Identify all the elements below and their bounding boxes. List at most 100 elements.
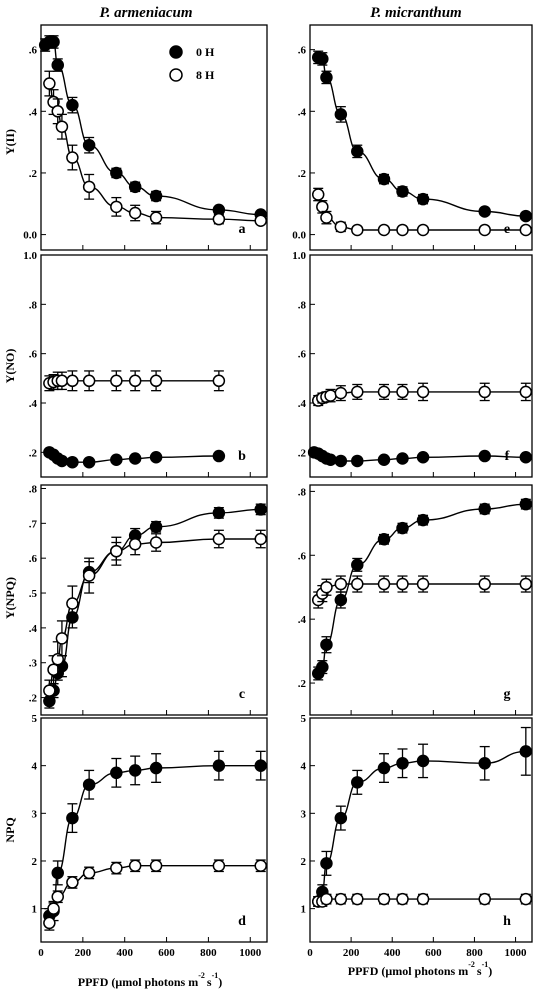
data-point-0h [396, 757, 409, 770]
plot-frame [309, 717, 533, 943]
y-tick-label: 0.0 [23, 230, 37, 242]
data-point-8h [82, 374, 96, 388]
fit-curve [317, 503, 526, 675]
data-point-8h [110, 861, 123, 875]
x-tick-label: 0 [307, 947, 313, 959]
y-tick-label: .6 [29, 349, 38, 361]
data-point-8h [320, 892, 333, 906]
data-point-0h [478, 205, 491, 218]
panel-e: 0.0.2.4.6e [292, 24, 533, 251]
panel-letter: h [503, 914, 511, 929]
data-point-8h [212, 212, 226, 226]
y-axis-label: Y(NO) [3, 349, 17, 384]
data-point-0h [212, 759, 226, 772]
data-point-0h [212, 449, 226, 463]
y-axis-label: Y(NPQ) [3, 577, 17, 619]
x-tick-label: 200 [343, 947, 360, 959]
data-point-8h [43, 77, 56, 90]
data-point-8h [66, 597, 79, 610]
y-tick-label: 0.0 [292, 230, 306, 242]
data-point-8h [478, 223, 491, 237]
panel-h: 1 2 3 4 5 0 200 400 600 800 1000 h [301, 713, 533, 959]
y-tick-label: .4 [29, 623, 38, 635]
data-point-0h [212, 506, 226, 520]
y-tick-label: .8 [298, 486, 307, 498]
data-point-0h [416, 451, 430, 464]
panel-letter: d [238, 914, 246, 929]
data-point-8h [519, 385, 533, 399]
panel-g: .2 .4 .6 .8 g [298, 484, 533, 716]
data-point-0h [110, 453, 123, 466]
y-tick-label: .6 [29, 553, 38, 565]
data-point-8h [478, 892, 491, 906]
data-point-8h [334, 386, 348, 400]
data-point-8h [66, 151, 79, 164]
fit-curve [48, 538, 261, 692]
data-point-0h [351, 558, 364, 572]
data-point-0h [51, 866, 64, 880]
data-point-0h [478, 449, 491, 463]
y-tick-label: 1 [301, 904, 307, 916]
y-tick-label: 3 [32, 808, 38, 820]
data-point-0h [149, 189, 163, 203]
y-tick-label: 1.0 [292, 250, 306, 262]
fit-curve [317, 750, 526, 903]
data-point-8h [82, 180, 96, 194]
data-point-8h [416, 577, 430, 591]
data-point-8h [324, 389, 337, 402]
data-point-0h [377, 453, 391, 466]
data-point-0h [334, 811, 348, 825]
panel-grid: 0.0.2.4.6aY(II)0.0.2.4.6e.2.4.6.81.0bY(N… [3, 24, 533, 959]
data-point-8h [55, 120, 69, 133]
plot-frame [40, 254, 268, 478]
data-point-8h [396, 385, 409, 399]
data-point-0h [324, 453, 337, 466]
y-tick-label: .6 [298, 45, 307, 57]
legend-marker-8h [169, 68, 183, 82]
panel-letter: a [239, 222, 246, 237]
data-point-0h [416, 754, 430, 768]
panel-d: 1 2 3 4 5 0 200 400 600 800 1000 d NPQ [3, 713, 268, 959]
y-tick-label: .4 [298, 106, 307, 118]
data-point-8h [351, 385, 364, 399]
x-tick-label: 400 [384, 947, 401, 959]
data-point-8h [351, 577, 364, 591]
data-point-8h [396, 577, 409, 591]
data-point-8h [377, 892, 391, 906]
data-point-0h [110, 766, 123, 780]
x-tick-label: 200 [75, 947, 92, 959]
y-tick-label: .2 [298, 168, 307, 180]
plot-frame [309, 254, 533, 478]
data-point-0h [128, 764, 142, 777]
data-point-8h [519, 892, 533, 906]
x-tick-label: 600 [425, 947, 442, 959]
data-point-8h [396, 223, 409, 237]
data-point-0h [149, 520, 163, 534]
data-point-8h [377, 223, 391, 237]
y-tick-label: 4 [32, 761, 38, 773]
panel-a: 0.0 .2 .4 .6 a Y(II) [3, 24, 268, 251]
data-point-8h [254, 214, 267, 227]
panel-letter: g [504, 687, 511, 702]
data-point-0h [55, 454, 69, 468]
y-tick-label: 5 [301, 713, 307, 725]
fit-curve [48, 865, 261, 924]
data-point-8h [316, 200, 329, 214]
data-point-8h [351, 892, 364, 906]
data-point-8h [149, 211, 163, 224]
data-point-0h [66, 98, 79, 112]
data-point-8h [416, 892, 430, 906]
data-point-8h [66, 374, 79, 388]
data-point-0h [478, 502, 491, 516]
data-point-8h [128, 859, 142, 872]
panel-c: .2 .3 .4 .5 .6 .7 .8 c Y(NPQ) [3, 483, 268, 716]
data-point-0h [320, 71, 333, 84]
data-point-8h [110, 544, 123, 558]
data-point-8h [128, 537, 142, 551]
y-axis-label: Y(II) [3, 129, 17, 155]
data-point-0h [128, 180, 142, 194]
y-tick-label: .4 [298, 614, 307, 626]
data-point-8h [43, 684, 56, 697]
data-point-0h [82, 778, 96, 791]
